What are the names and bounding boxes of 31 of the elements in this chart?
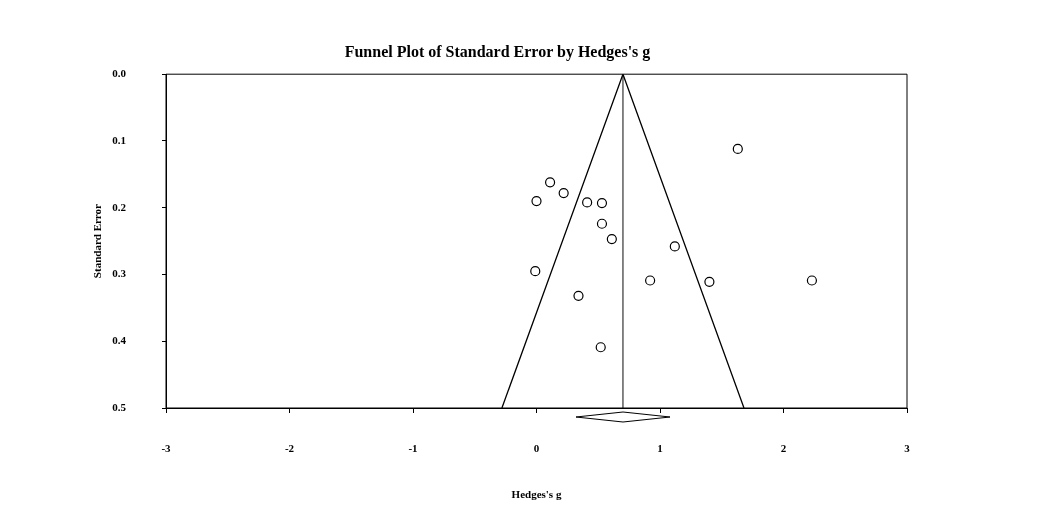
point [732, 143, 743, 155]
x-tick-label: 2 [780, 442, 787, 455]
y-tick-label: 0.0 [112, 67, 127, 80]
point [531, 195, 542, 207]
x-tick-label: 0 [533, 442, 540, 455]
point [582, 197, 593, 208]
point [595, 342, 606, 353]
point [645, 275, 656, 286]
x-tick-label: -2 [284, 442, 295, 455]
point [573, 290, 584, 301]
y-tick-label: 0.2 [112, 200, 127, 213]
x-tick-label: 3 [904, 442, 911, 455]
x-tick-label: -3 [161, 442, 172, 455]
point [544, 177, 556, 188]
point [558, 187, 569, 199]
point [530, 266, 541, 277]
point [806, 275, 818, 286]
y-axis-title: Standard Error [91, 203, 104, 279]
point [596, 218, 608, 229]
x-tick-label: 1 [657, 442, 663, 455]
point [596, 197, 608, 209]
y-tick-label: 0.1 [112, 133, 126, 146]
chart-title: Funnel Plot of Standard Error by Hedges's g [344, 42, 651, 61]
point [669, 241, 680, 252]
y-tick-label: 0.3 [112, 267, 127, 280]
y-tick-label: 0.4 [112, 334, 127, 347]
x-tick-label: -1 [408, 442, 418, 455]
point [704, 276, 715, 287]
point [606, 234, 617, 245]
x-axis-title: Hedges's g [511, 488, 562, 501]
y-tick-label: 0.5 [112, 400, 127, 413]
